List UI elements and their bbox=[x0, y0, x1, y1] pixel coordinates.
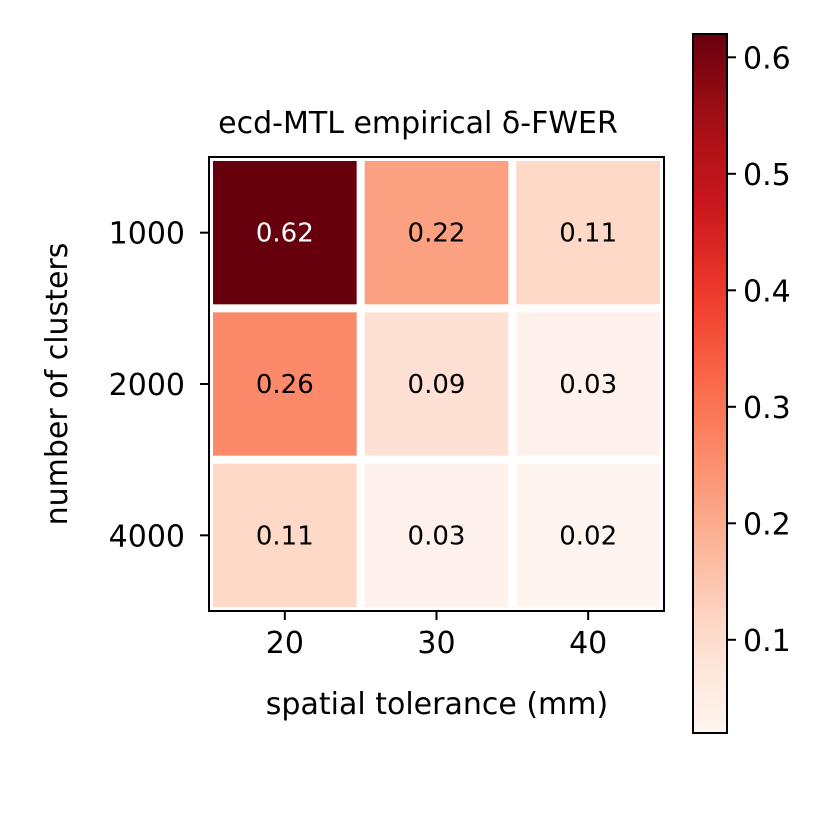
x-axis-label: spatial tolerance (mm) bbox=[266, 687, 608, 722]
cell-value-label: 0.02 bbox=[559, 521, 617, 551]
x-tick-label: 40 bbox=[569, 626, 607, 661]
heatmap-cell bbox=[362, 159, 511, 307]
heatmap-cell bbox=[514, 461, 662, 609]
heatmap-cell bbox=[211, 310, 359, 458]
cell-value-label: 0.03 bbox=[408, 521, 466, 551]
heatmap-cells: 0.62 0.22 0.11 0.26 0.09 0.03 0.11 0.03 0.02 bbox=[211, 159, 662, 609]
heatmap-cell bbox=[514, 310, 662, 458]
colorbar-tick-label: 0.5 bbox=[743, 158, 791, 193]
heatmap-cell bbox=[362, 310, 511, 458]
colorbar-gradient bbox=[692, 33, 728, 734]
x-tick-label: 20 bbox=[266, 626, 304, 661]
cell-value-label: 0.03 bbox=[559, 370, 617, 400]
cell-value-label: 0.09 bbox=[408, 370, 466, 400]
colorbar-tick-label: 0.3 bbox=[743, 391, 791, 426]
cell-value-label: 0.11 bbox=[256, 521, 314, 551]
colorbar-tick-label: 0.6 bbox=[743, 41, 791, 76]
colorbar-tick-label: 0.2 bbox=[743, 507, 791, 542]
y-axis: 1000 2000 4000 bbox=[109, 217, 209, 554]
heatmap-cell bbox=[211, 159, 359, 307]
x-axis: 20 30 40 bbox=[266, 611, 607, 661]
colorbar-tick-label: 0.1 bbox=[743, 624, 791, 659]
cell-value-label: 0.22 bbox=[408, 219, 466, 249]
y-tick-label: 1000 bbox=[109, 217, 185, 252]
y-tick-label: 2000 bbox=[109, 368, 185, 403]
heatmap-cell bbox=[362, 461, 511, 609]
y-tick-label: 4000 bbox=[109, 519, 185, 554]
y-axis-label: number of clusters bbox=[40, 243, 75, 526]
heatmap-cell bbox=[514, 159, 662, 307]
cell-value-label: 0.26 bbox=[256, 370, 314, 400]
chart-title: ecd-MTL empirical δ-FWER bbox=[218, 106, 618, 141]
cell-value-label: 0.11 bbox=[559, 219, 617, 249]
colorbar-tick-label: 0.4 bbox=[743, 274, 791, 309]
colorbar: 0.1 0.2 0.3 0.4 0.5 0.6 bbox=[692, 33, 791, 734]
x-tick-label: 30 bbox=[417, 626, 455, 661]
cell-value-label: 0.62 bbox=[256, 219, 314, 249]
heatmap-cell bbox=[211, 461, 359, 609]
